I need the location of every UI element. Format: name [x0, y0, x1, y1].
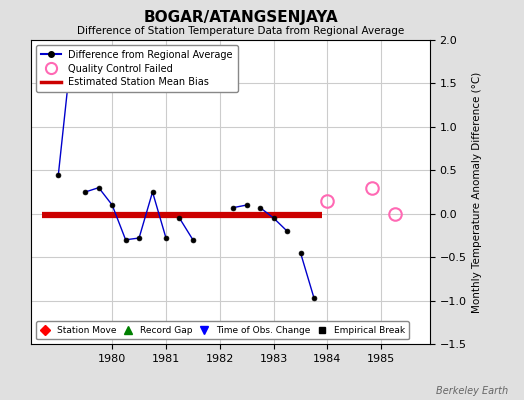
Text: Difference of Station Temperature Data from Regional Average: Difference of Station Temperature Data f…	[78, 26, 405, 36]
Text: BOGAR/ATANGSENJAYA: BOGAR/ATANGSENJAYA	[144, 10, 339, 25]
Text: Berkeley Earth: Berkeley Earth	[436, 386, 508, 396]
Legend: Station Move, Record Gap, Time of Obs. Change, Empirical Break: Station Move, Record Gap, Time of Obs. C…	[36, 322, 409, 340]
Y-axis label: Monthly Temperature Anomaly Difference (°C): Monthly Temperature Anomaly Difference (…	[472, 71, 482, 313]
